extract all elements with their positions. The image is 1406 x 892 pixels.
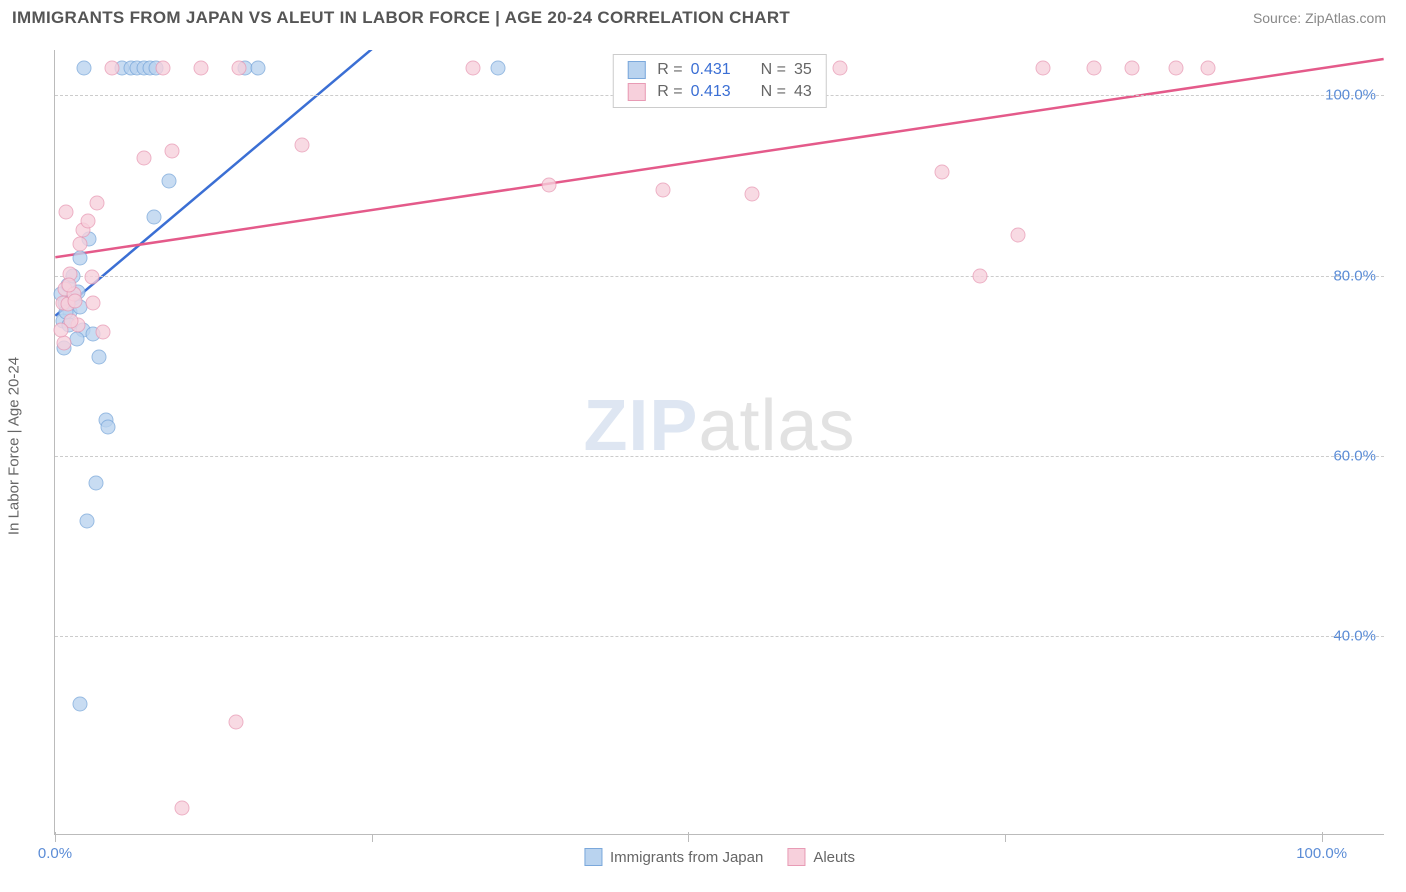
data-point-aleut <box>744 187 759 202</box>
data-point-aleut <box>833 61 848 76</box>
x-tick-label: 100.0% <box>1296 845 1347 862</box>
legend-swatch-aleut <box>787 848 805 866</box>
watermark: ZIPatlas <box>583 385 855 467</box>
data-point-aleut <box>1169 61 1184 76</box>
scatter-plot: ZIPatlas R =0.431N =35R =0.413N =43 Immi… <box>54 50 1384 835</box>
data-point-aleut <box>466 61 481 76</box>
data-point-aleut <box>1010 227 1025 242</box>
legend-item-aleut: Aleuts <box>787 848 855 866</box>
data-point-japan <box>250 61 265 76</box>
data-point-japan <box>92 349 107 364</box>
x-tick-minor <box>372 834 373 842</box>
data-point-aleut <box>56 336 71 351</box>
legend-stats-row-japan: R = 0.431 N = 35 <box>627 59 811 81</box>
chart-title: IMMIGRANTS FROM JAPAN VS ALEUT IN LABOR … <box>12 8 790 28</box>
data-point-aleut <box>96 324 111 339</box>
r-label: R = <box>657 61 682 79</box>
data-point-japan <box>146 209 161 224</box>
data-point-aleut <box>1036 61 1051 76</box>
series-legend: Immigrants from Japan Aleuts <box>576 848 863 866</box>
data-point-aleut <box>1200 61 1215 76</box>
data-point-aleut <box>61 277 76 292</box>
legend-label-japan: Immigrants from Japan <box>610 849 763 866</box>
n-value-aleut: 43 <box>794 83 812 101</box>
data-point-aleut <box>164 144 179 159</box>
y-tick-label: 40.0% <box>1333 628 1376 645</box>
r-label: R = <box>657 83 682 101</box>
data-point-aleut <box>972 268 987 283</box>
data-point-aleut <box>934 164 949 179</box>
r-value-japan: 0.431 <box>691 61 743 79</box>
data-point-japan <box>101 420 116 435</box>
data-point-japan <box>162 173 177 188</box>
x-tick <box>55 832 56 842</box>
legend-swatch-aleut <box>627 83 645 101</box>
data-point-aleut <box>73 236 88 251</box>
data-point-aleut <box>86 295 101 310</box>
data-point-aleut <box>656 182 671 197</box>
gridline-h <box>55 276 1384 277</box>
x-tick <box>1322 832 1323 842</box>
data-point-aleut <box>1086 61 1101 76</box>
watermark-zip: ZIP <box>583 386 698 466</box>
legend-label-aleut: Aleuts <box>813 849 855 866</box>
legend-swatch-japan <box>584 848 602 866</box>
data-point-japan <box>77 61 92 76</box>
data-point-aleut <box>105 61 120 76</box>
legend-swatch-japan <box>627 61 645 79</box>
x-tick-minor <box>1005 834 1006 842</box>
data-point-japan <box>73 697 88 712</box>
data-point-aleut <box>542 178 557 193</box>
y-axis-label: In Labor Force | Age 20-24 <box>6 357 23 535</box>
trend-lines <box>55 50 1384 834</box>
n-label: N = <box>761 83 786 101</box>
data-point-aleut <box>54 322 69 337</box>
data-point-aleut <box>174 800 189 815</box>
gridline-h <box>55 456 1384 457</box>
data-point-aleut <box>59 205 74 220</box>
data-point-aleut <box>193 61 208 76</box>
x-tick-label: 0.0% <box>38 845 72 862</box>
gridline-h <box>55 636 1384 637</box>
data-point-aleut <box>89 196 104 211</box>
data-point-aleut <box>231 61 246 76</box>
data-point-aleut <box>155 61 170 76</box>
data-point-japan <box>79 514 94 529</box>
watermark-atlas: atlas <box>698 386 855 466</box>
n-value-japan: 35 <box>794 61 812 79</box>
r-value-aleut: 0.413 <box>691 83 743 101</box>
data-point-aleut <box>136 151 151 166</box>
data-point-japan <box>491 61 506 76</box>
x-tick <box>688 832 689 842</box>
data-point-aleut <box>80 214 95 229</box>
y-tick-label: 60.0% <box>1333 448 1376 465</box>
legend-stats-box: R = 0.431 N = 35 R = 0.413 N = 43 <box>612 54 826 108</box>
legend-stats-row-aleut: R = 0.413 N = 43 <box>627 81 811 103</box>
data-point-aleut <box>84 270 99 285</box>
data-point-aleut <box>295 137 310 152</box>
data-point-japan <box>88 476 103 491</box>
data-point-aleut <box>68 293 83 308</box>
legend-item-japan: Immigrants from Japan <box>584 848 763 866</box>
source-label: Source: ZipAtlas.com <box>1253 10 1386 26</box>
data-point-aleut <box>1124 61 1139 76</box>
n-label: N = <box>761 61 786 79</box>
y-tick-label: 80.0% <box>1333 267 1376 284</box>
data-point-japan <box>73 250 88 265</box>
y-tick-label: 100.0% <box>1325 87 1376 104</box>
data-point-aleut <box>229 715 244 730</box>
